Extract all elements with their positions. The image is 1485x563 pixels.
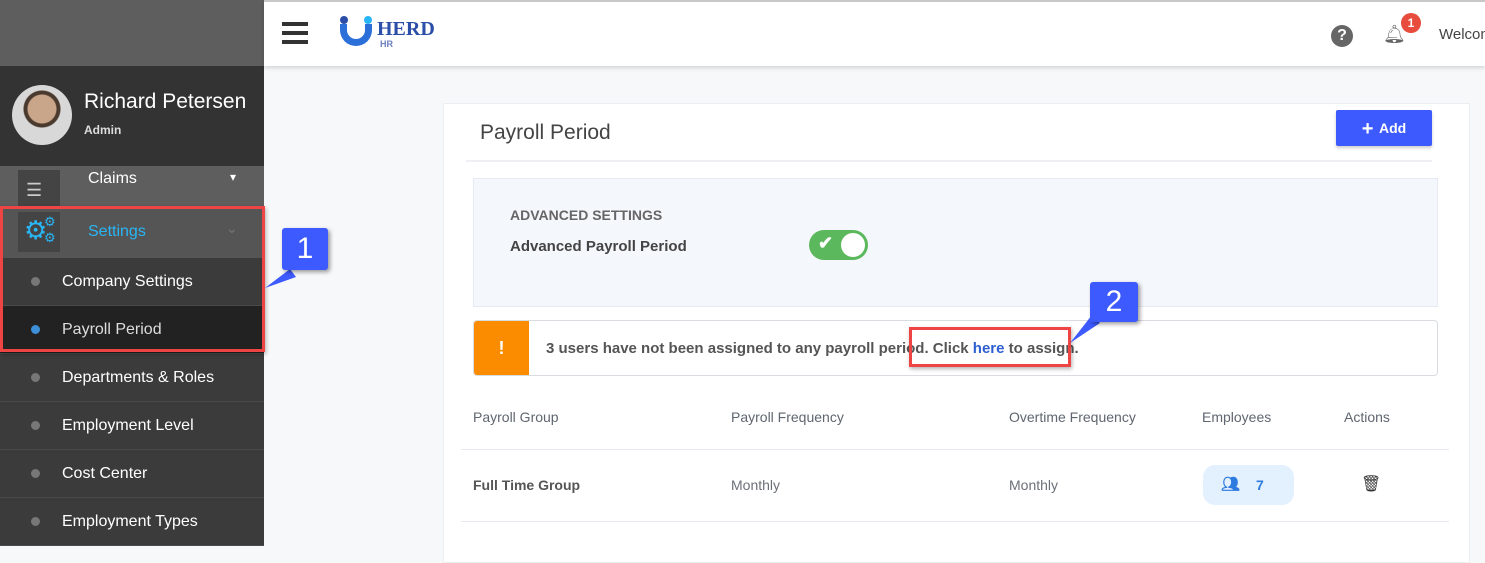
logo-subtext: HR bbox=[380, 39, 393, 49]
plus-icon: + bbox=[1361, 118, 1380, 140]
column-header-payroll-group: Payroll Group bbox=[473, 409, 559, 425]
advanced-settings-panel bbox=[473, 178, 1438, 307]
divider bbox=[461, 521, 1449, 522]
users-icon: 👥︎ bbox=[1221, 476, 1241, 493]
alert-text: 3 users have not been assigned to any pa… bbox=[546, 340, 973, 357]
cell-overtime-frequency: Monthly bbox=[1009, 477, 1059, 493]
bullet-icon bbox=[31, 469, 40, 478]
column-header-actions: Actions bbox=[1344, 409, 1390, 425]
user-role: Admin bbox=[84, 123, 122, 137]
notification-badge: 1 bbox=[1401, 13, 1421, 33]
add-label: Add bbox=[1379, 120, 1407, 136]
sidebar-item-claims[interactable]: ☰ Claims ▾ bbox=[0, 166, 264, 206]
add-button[interactable]: + Add bbox=[1336, 110, 1432, 146]
bullet-icon bbox=[31, 517, 40, 526]
annotation-arrow-2 bbox=[1070, 315, 1100, 343]
alert-text-end: to assign. bbox=[1004, 340, 1079, 357]
column-header-employees: Employees bbox=[1202, 409, 1272, 425]
cell-payroll-group: Full Time Group bbox=[473, 477, 581, 493]
advanced-payroll-toggle[interactable]: ✔ bbox=[809, 230, 868, 260]
bell-icon[interactable]: 🔔︎ bbox=[1383, 24, 1406, 44]
avatar[interactable] bbox=[12, 85, 72, 145]
subitem-label: Departments & Roles bbox=[62, 369, 215, 386]
trash-icon[interactable]: 🗑︎ bbox=[1361, 476, 1382, 493]
warning-icon: ! bbox=[474, 321, 529, 375]
divider bbox=[461, 449, 1449, 450]
annotation-arrow-1 bbox=[265, 269, 296, 288]
subitem-label: Employment Level bbox=[62, 417, 194, 434]
assign-link[interactable]: here bbox=[972, 340, 1005, 357]
page-title: Payroll Period bbox=[480, 121, 611, 144]
help-icon[interactable]: ? bbox=[1331, 25, 1353, 47]
sidebar: Richard Petersen Admin ☰ Claims ▾ ⚙ ⚙ ⚙ Se… bbox=[0, 0, 264, 546]
sidebar-subitem-departments-roles[interactable]: Departments & Roles bbox=[0, 354, 264, 402]
sidebar-item-label: Settings bbox=[88, 223, 146, 240]
sidebar-subitem-employment-types[interactable]: Employment Types bbox=[0, 498, 264, 546]
alert-message: 3 users have not been assigned to any pa… bbox=[546, 340, 1079, 357]
sidebar-subitem-cost-center[interactable]: Cost Center bbox=[0, 450, 264, 498]
user-name: Richard Petersen bbox=[84, 90, 247, 113]
sidebar-header bbox=[0, 0, 264, 66]
subitem-label: Company Settings bbox=[62, 273, 193, 290]
sidebar-item-label: Claims bbox=[88, 170, 137, 187]
advanced-settings-heading: ADVANCED SETTINGS bbox=[510, 207, 663, 223]
annotation-box-1 bbox=[0, 206, 265, 352]
sidebar-subitem-company-settings[interactable]: Company Settings bbox=[0, 258, 264, 306]
check-icon: ✔ bbox=[818, 233, 834, 253]
column-header-overtime-frequency: Overtime Frequency bbox=[1009, 409, 1136, 425]
subitem-label: Payroll Period bbox=[62, 321, 162, 338]
chevron-down-icon: ⌄ bbox=[226, 220, 238, 236]
annotation-callout-1: 1 bbox=[282, 228, 328, 270]
annotation-callout-2: 2 bbox=[1090, 282, 1138, 322]
logo-text: HERD bbox=[377, 18, 435, 40]
chevron-icon: ▾ bbox=[230, 170, 237, 184]
welcome-text[interactable]: Welcome bbox=[1439, 26, 1485, 43]
divider bbox=[466, 160, 1432, 162]
top-bar: HERD HR ? 🔔︎ 1 Welcome bbox=[264, 0, 1485, 66]
logo-icon[interactable] bbox=[340, 16, 374, 50]
employee-count: 7 bbox=[1256, 477, 1264, 493]
bullet-icon bbox=[31, 421, 40, 430]
bullet-icon bbox=[31, 277, 40, 286]
sidebar-item-settings[interactable]: ⚙ ⚙ ⚙ Settings ⌄ bbox=[0, 206, 264, 258]
annotation-box-2 bbox=[909, 327, 1071, 367]
subitem-label: Cost Center bbox=[62, 465, 148, 482]
advanced-payroll-label: Advanced Payroll Period bbox=[510, 238, 687, 255]
sidebar-subitem-employment-level[interactable]: Employment Level bbox=[0, 402, 264, 450]
sidebar-subitem-payroll-period[interactable]: Payroll Period bbox=[0, 306, 264, 354]
hamburger-menu-icon[interactable] bbox=[282, 22, 308, 44]
column-header-payroll-frequency: Payroll Frequency bbox=[731, 409, 844, 425]
bullet-icon bbox=[31, 373, 40, 382]
list-icon: ☰ bbox=[18, 170, 60, 206]
employees-button[interactable]: 👥︎ 7 bbox=[1203, 465, 1294, 505]
subitem-label: Employment Types bbox=[62, 513, 198, 530]
bullet-icon bbox=[31, 325, 40, 334]
gears-icon: ⚙ ⚙ ⚙ bbox=[18, 212, 60, 252]
cell-payroll-frequency: Monthly bbox=[731, 477, 781, 493]
